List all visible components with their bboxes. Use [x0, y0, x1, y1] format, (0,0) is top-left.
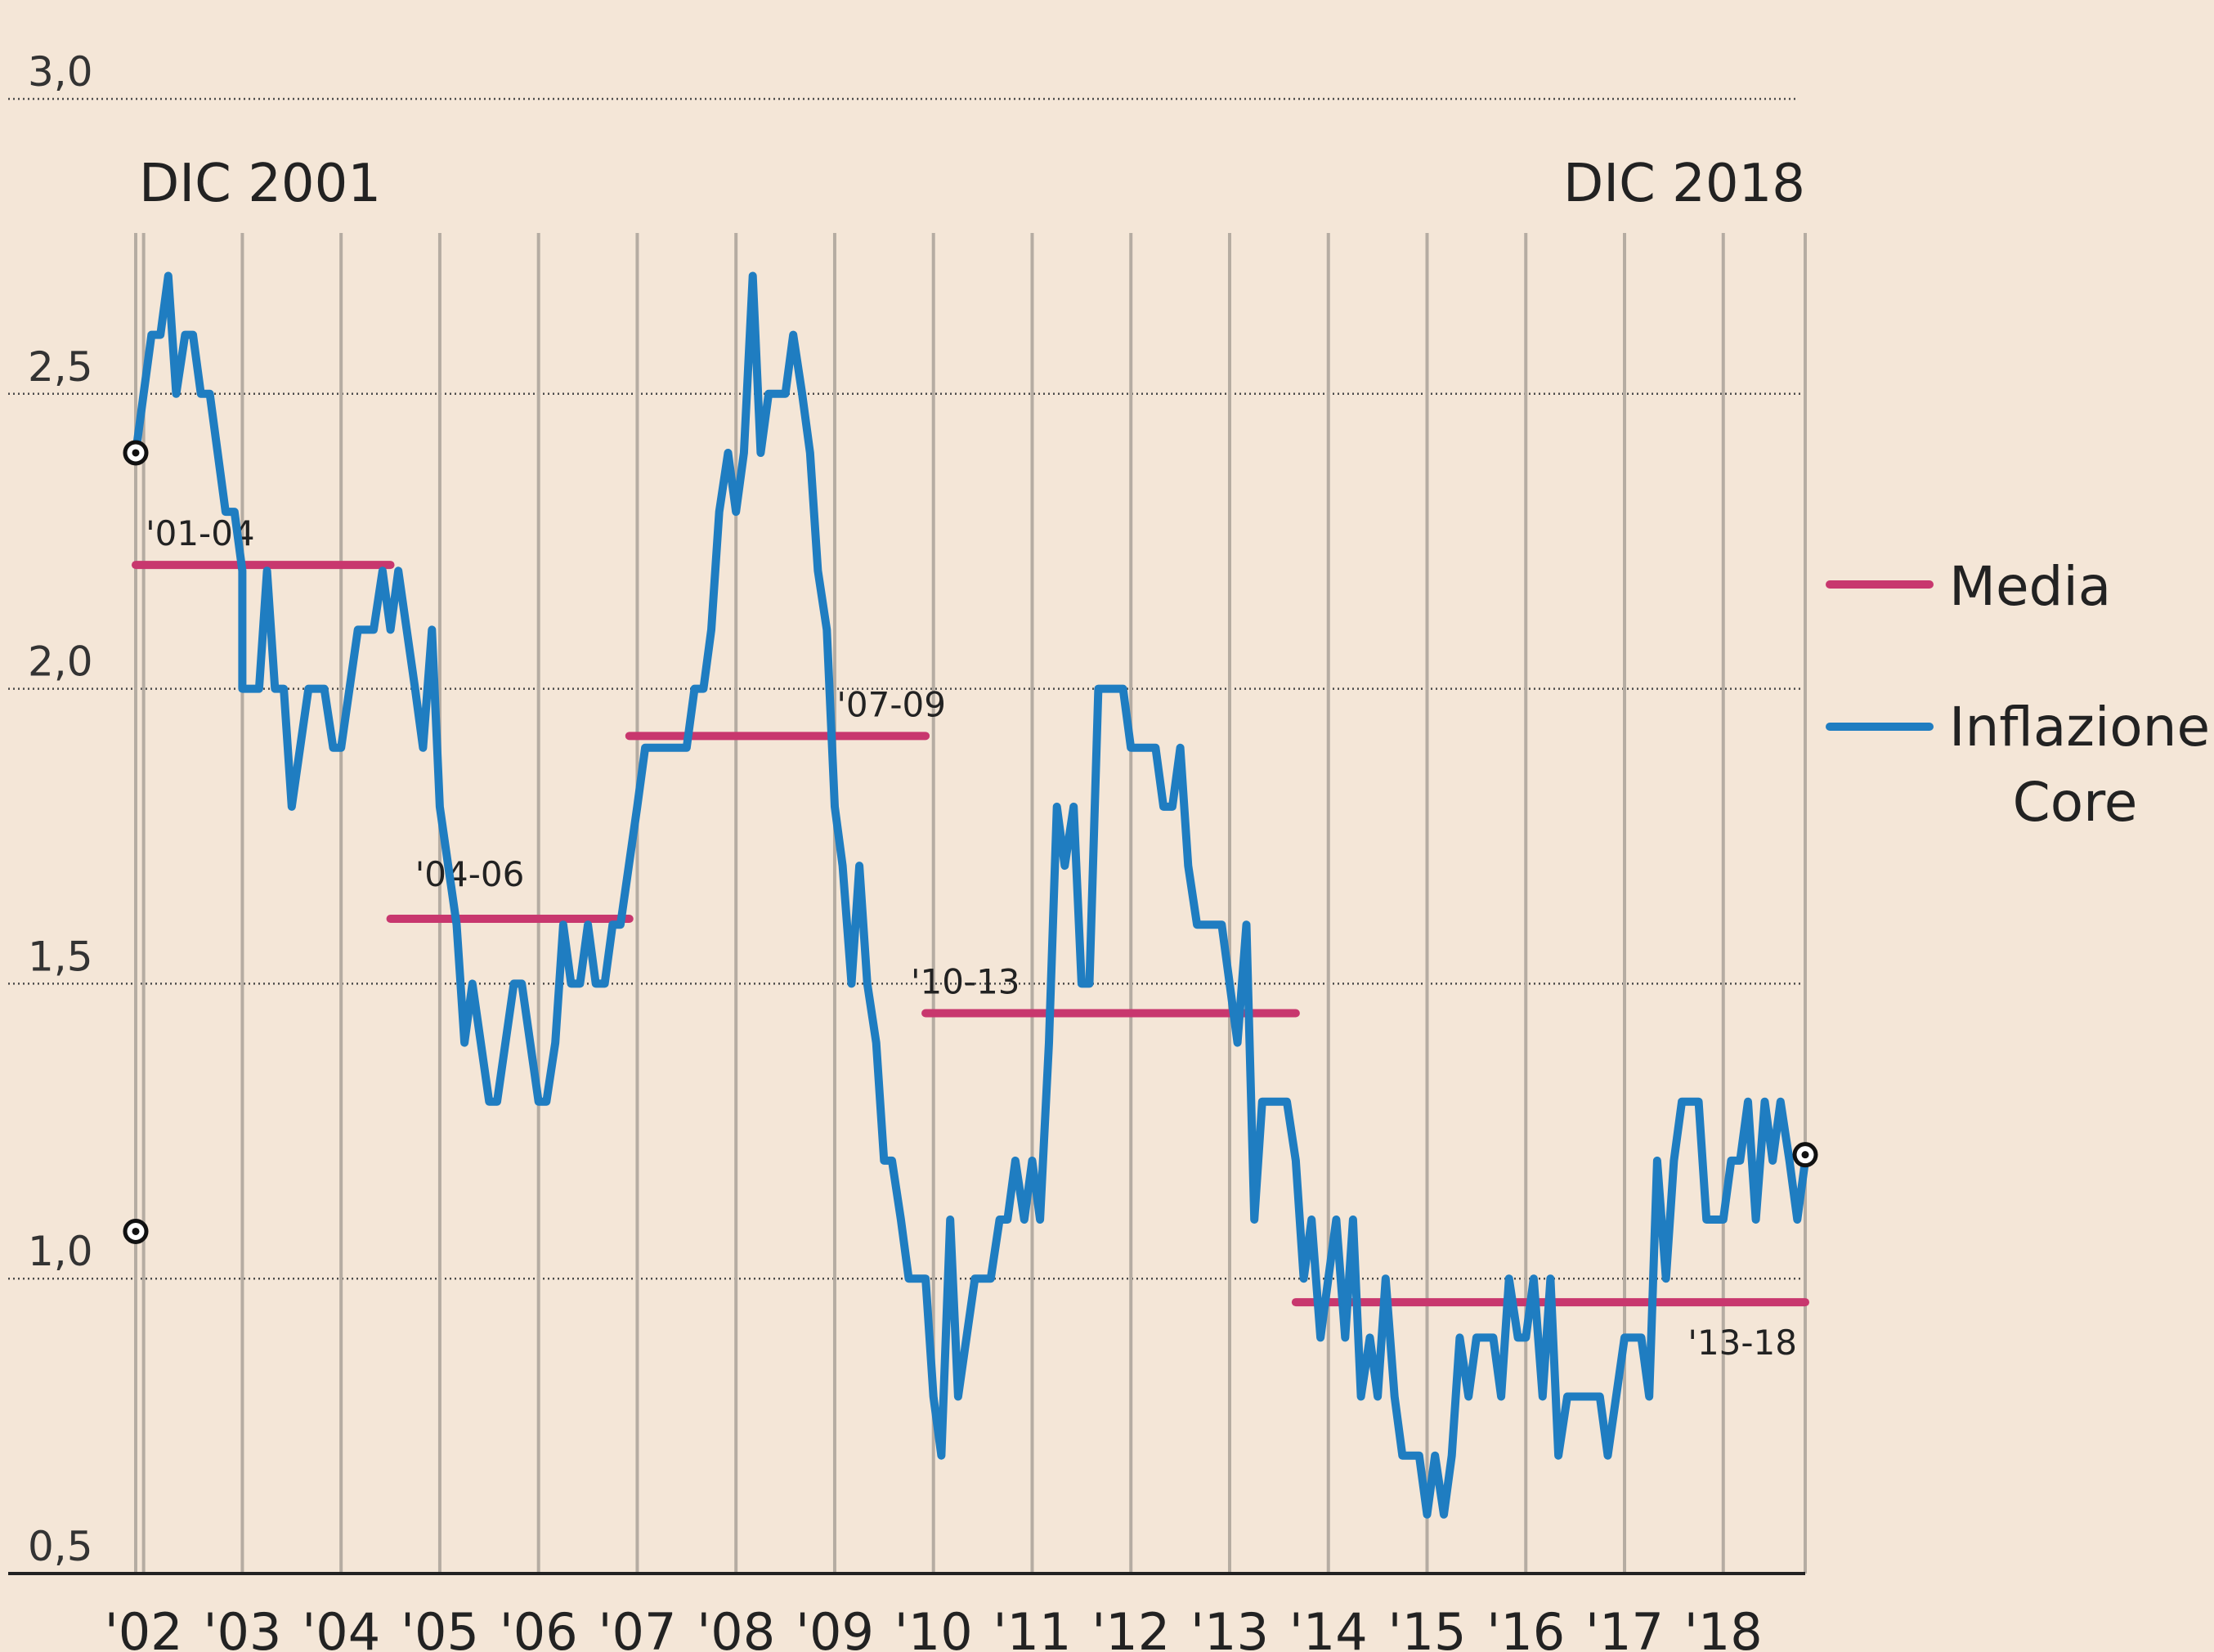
x-tick-label: '12 — [1091, 1602, 1170, 1652]
x-tick-label: '02 — [105, 1602, 183, 1652]
x-tick-label: '08 — [697, 1602, 775, 1652]
x-tick-label: '15 — [1388, 1602, 1467, 1652]
y-axis-tick-labels: 0,5 1,0 1,5 2,0 2,5 3,0 — [28, 48, 93, 1570]
x-tick-label: '06 — [500, 1602, 578, 1652]
legend-core-label-line2: Core — [2013, 771, 2138, 834]
average-segments: '01-04'04-06'07-09'10-13'13-18 — [132, 513, 1809, 1363]
legend-media-label: Media — [1949, 555, 2111, 618]
x-tick-label: '11 — [993, 1602, 1072, 1652]
y-tick-label: 2,0 — [28, 638, 93, 686]
average-period-label: '13-18 — [1687, 1323, 1797, 1363]
range-start-label: DIC 2001 — [139, 154, 381, 214]
legend-core-label-line1: Inflazione — [1949, 696, 2210, 759]
x-tick-label: '16 — [1486, 1602, 1565, 1652]
x-tick-label: '18 — [1684, 1602, 1763, 1652]
x-tick-label: '05 — [401, 1602, 479, 1652]
y-tick-label: 1,0 — [28, 1228, 93, 1275]
x-tick-label: '03 — [203, 1602, 281, 1652]
range-end-label: DIC 2018 — [1563, 154, 1805, 214]
reference-marker-dot — [132, 449, 140, 457]
core-inflation-line — [132, 271, 1809, 1519]
year-vertical-lines — [134, 233, 1807, 1574]
reference-marker-dot — [1801, 1151, 1809, 1159]
x-axis-tick-labels: '02 '03 '04 '05 '06 '07 '08 '09 '10 '11 '12 '13 '14 '… — [105, 1602, 1763, 1652]
y-tick-label: 3,0 — [28, 48, 93, 96]
x-tick-label: '14 — [1289, 1602, 1368, 1652]
y-tick-label: 1,5 — [28, 933, 93, 980]
y-tick-label: 2,5 — [28, 343, 93, 391]
x-tick-label: '09 — [796, 1602, 874, 1652]
legend: Media Inflazione Core — [1826, 555, 2210, 834]
reference-markers — [123, 440, 1818, 1244]
x-tick-label: '17 — [1585, 1602, 1664, 1652]
x-tick-label: '04 — [302, 1602, 380, 1652]
y-tick-label: 0,5 — [28, 1523, 93, 1570]
reference-marker-dot — [132, 1227, 140, 1235]
x-tick-label: '10 — [894, 1602, 973, 1652]
x-tick-label: '07 — [598, 1602, 676, 1652]
x-tick-label: '13 — [1190, 1602, 1269, 1652]
average-period-label: '07-09 — [836, 684, 946, 724]
average-period-label: '10-13 — [911, 961, 1020, 1001]
average-period-label: '04-06 — [415, 854, 525, 894]
